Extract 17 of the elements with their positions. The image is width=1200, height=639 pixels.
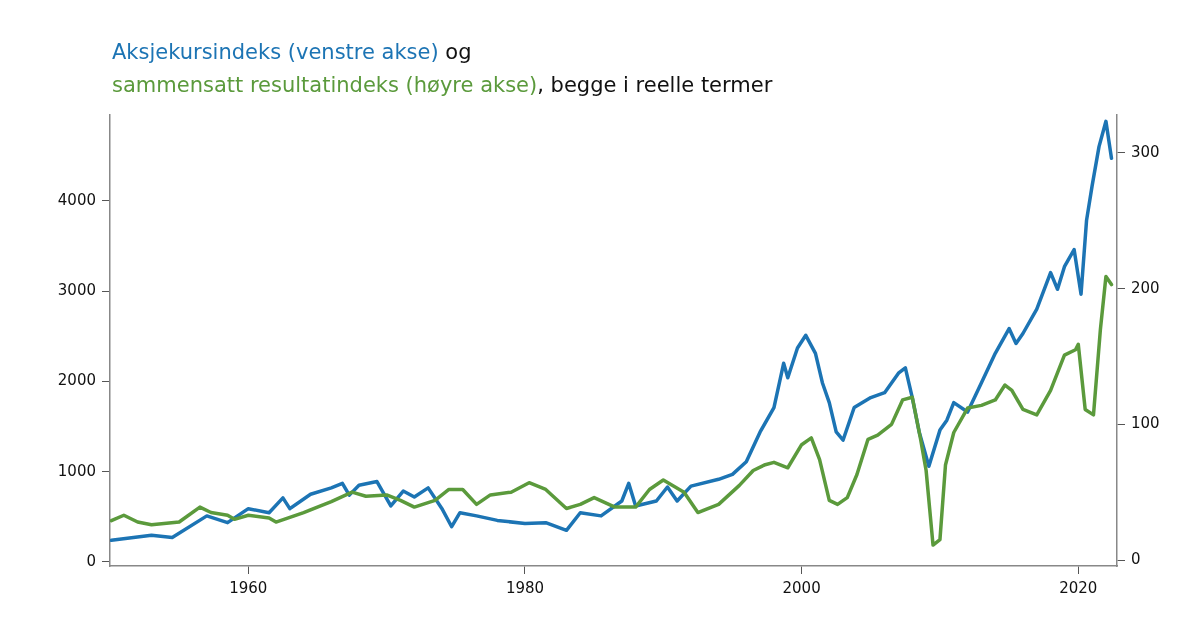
y-tick-label: 0	[86, 551, 96, 570]
y-tick-label: 3000	[57, 280, 96, 299]
y2-tick-label: 200	[1131, 278, 1160, 297]
text: og	[444, 40, 472, 64]
y-tick-label: 1000	[57, 461, 96, 480]
x-tick-label: 1960	[229, 578, 268, 597]
y2-tick-label: 100	[1131, 414, 1160, 433]
x-tick-label: 1980	[505, 578, 545, 597]
text: Aksjekursindeks (venstre akse)	[112, 40, 439, 64]
y-tick-label: 2000	[57, 371, 96, 390]
x-tick-label: 2020	[1059, 578, 1098, 597]
text: sammensatt resultatindeks (høyre akse)	[112, 73, 538, 97]
y-tick-label: 4000	[57, 190, 96, 209]
y2-tick-label: 300	[1131, 142, 1160, 161]
y2-tick-label: 0	[1131, 549, 1141, 568]
text: , begge i reelle termer	[537, 73, 773, 97]
x-tick-label: 2000	[782, 578, 821, 597]
